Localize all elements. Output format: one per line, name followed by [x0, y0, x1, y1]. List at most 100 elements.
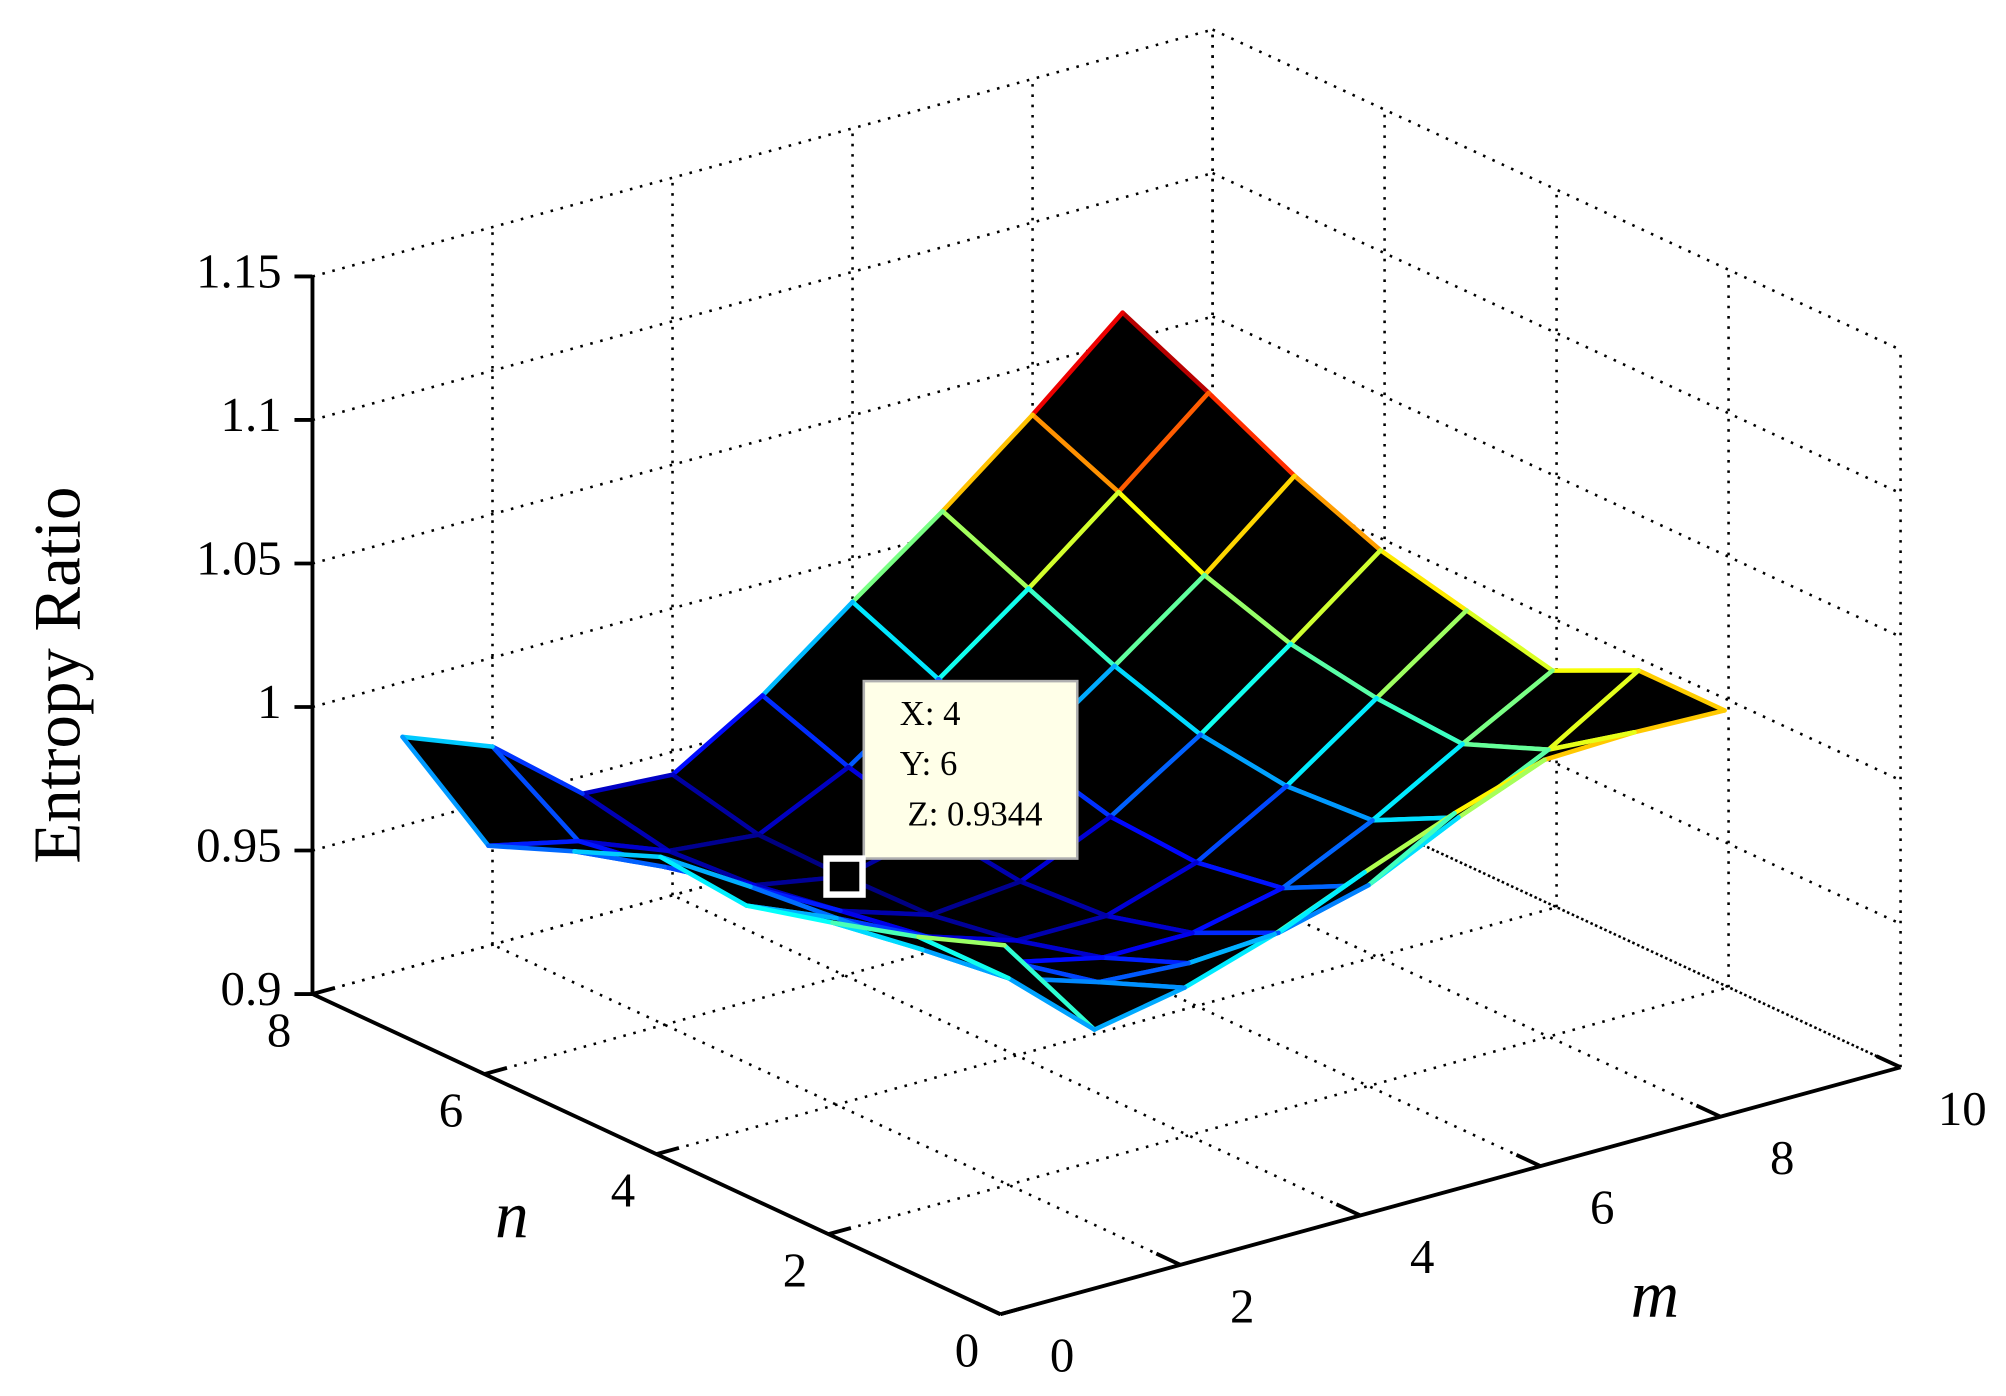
y-tick-label: 6	[439, 1082, 463, 1137]
mesh-edge	[1198, 732, 1289, 789]
mesh-edge	[1288, 548, 1383, 647]
mesh-edge	[666, 832, 761, 854]
mesh-face	[1290, 550, 1467, 699]
x-tick-label: 8	[1770, 1130, 1794, 1185]
mesh-face	[1102, 932, 1279, 964]
mesh-face	[852, 511, 1029, 680]
z-tick-label: 1	[257, 674, 281, 729]
mesh-edge	[1366, 810, 1457, 888]
mesh-edge	[1010, 955, 1105, 965]
mesh-edge	[572, 849, 663, 860]
x-tick-label: 6	[1590, 1180, 1614, 1235]
mesh-edge	[760, 599, 855, 698]
mesh-edge	[1120, 310, 1211, 396]
mesh-edge	[1370, 741, 1465, 823]
mesh-edge	[916, 934, 1007, 948]
datatip: X: 4 Y: 6 Z: 0.9344	[823, 679, 1079, 898]
mesh-face	[1204, 475, 1381, 644]
mesh-edge	[1374, 696, 1465, 747]
z-tick-label: 1.1	[221, 387, 282, 442]
mesh-edge	[1378, 548, 1469, 613]
mesh-edge	[1104, 860, 1199, 919]
x-tick	[1335, 1202, 1362, 1218]
datatip-label: Y: 6	[900, 744, 958, 783]
mesh-edge	[1464, 608, 1555, 673]
grid-line	[484, 825, 1385, 1076]
grid-line	[312, 315, 1213, 565]
z-tick-label: 0.9	[221, 961, 282, 1016]
mesh-face	[1032, 312, 1209, 493]
mesh-edge	[1190, 885, 1285, 936]
mesh-face	[1106, 862, 1283, 933]
mesh-edge	[928, 912, 1019, 943]
mesh-edge	[1194, 783, 1289, 865]
x-tick-label: 10	[1938, 1081, 1987, 1136]
z-tick-label: 1.05	[196, 531, 282, 586]
grid-line	[312, 28, 1213, 278]
mesh-face	[1372, 744, 1549, 821]
y-tick	[483, 1066, 508, 1076]
mesh-face	[1200, 643, 1377, 787]
x-tick-label: 0	[1050, 1328, 1074, 1383]
mesh-face	[1282, 817, 1459, 889]
mesh-edge	[850, 508, 945, 605]
datatip-label: Z: 0.9344	[908, 794, 1043, 833]
mesh-face	[492, 746, 669, 851]
mesh-face	[582, 774, 759, 851]
mesh-edge	[760, 693, 851, 770]
mesh-edge	[1112, 572, 1207, 669]
datatip-label: X: 4	[900, 694, 961, 733]
mesh-edge	[1100, 955, 1191, 966]
mesh-edge	[666, 848, 757, 888]
mesh-edge	[1288, 641, 1379, 701]
grid-line	[828, 986, 1729, 1236]
mesh-edge	[1546, 668, 1641, 752]
mesh-face	[1286, 698, 1463, 821]
mesh-edge	[486, 843, 577, 854]
mesh-edge	[1006, 975, 1097, 1032]
datatip-box	[862, 679, 1079, 860]
y-tick	[999, 1306, 1024, 1317]
grid-line	[312, 171, 1213, 422]
mesh-edge	[1284, 783, 1375, 823]
mesh-face	[762, 601, 939, 768]
grid-line	[656, 905, 1557, 1156]
x-tick	[1875, 1054, 1902, 1070]
mesh-face	[1196, 786, 1373, 889]
mesh-edge	[1374, 608, 1469, 701]
mesh-edge	[1292, 473, 1383, 553]
mesh-face	[1114, 575, 1291, 735]
y-tick	[311, 985, 336, 996]
y-axis-title: n	[495, 1178, 528, 1252]
mesh-edge	[1108, 732, 1203, 819]
mesh-face	[1192, 885, 1369, 933]
mesh-edge	[936, 586, 1031, 682]
mesh-edge	[1280, 818, 1375, 891]
mesh-edge	[1026, 489, 1121, 591]
mesh-edge	[1116, 390, 1211, 495]
z-tick-label: 1.15	[196, 244, 282, 299]
x-tick-label: 4	[1410, 1229, 1434, 1284]
mesh-edge	[1198, 641, 1293, 737]
mesh-edge	[1096, 979, 1187, 990]
mesh-edge	[1636, 668, 1727, 713]
mesh-edge	[670, 693, 765, 777]
mesh-edge	[1632, 708, 1727, 735]
mesh-face	[1110, 734, 1287, 863]
mesh-edge	[658, 854, 753, 890]
grid-line	[312, 458, 1213, 709]
mesh-edge	[916, 934, 1011, 981]
mesh-face	[844, 830, 1021, 915]
mesh-edge	[1202, 572, 1293, 647]
mesh-edge	[1030, 412, 1121, 495]
mesh-edge	[830, 920, 921, 940]
mesh-edge	[1014, 913, 1109, 943]
mesh-edge	[1456, 757, 1547, 820]
mesh-face	[1012, 957, 1189, 983]
y-tick	[655, 1146, 680, 1156]
mesh-edge	[850, 599, 941, 682]
z-axis-title: Entropy Ratio	[21, 487, 95, 864]
mesh-face	[942, 414, 1119, 589]
mesh-edge	[1030, 310, 1125, 418]
